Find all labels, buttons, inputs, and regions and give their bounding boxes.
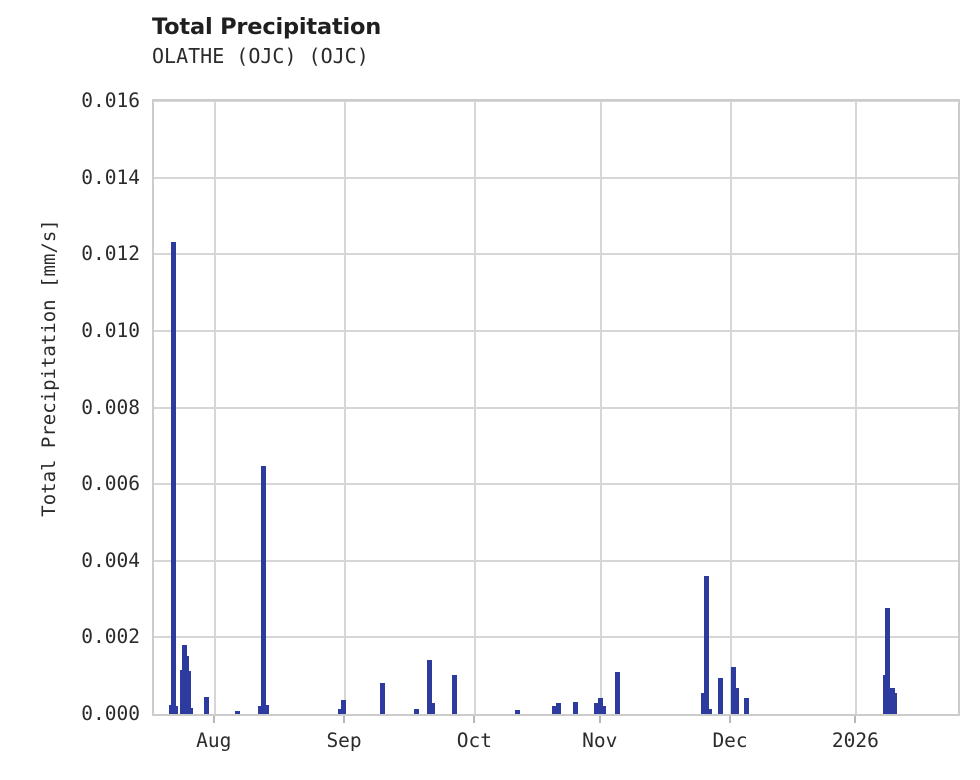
precipitation-bar	[556, 703, 561, 714]
y-axis-tick-label: 0.016	[81, 89, 140, 112]
y-axis-tick-label: 0.010	[81, 318, 140, 342]
gridline-horizontal	[154, 101, 958, 102]
y-axis-tick-labels: 0.016 0.014 0.012 0.010 0.008 0.006 0.004 0.002…	[12, 0, 165, 780]
x-axis-tick-mark	[854, 716, 857, 723]
precipitation-bar	[427, 659, 432, 714]
gridline-horizontal	[154, 636, 958, 639]
precipitation-bar	[598, 697, 603, 714]
chart-title: Total Precipitation	[152, 14, 382, 40]
precipitation-bar	[594, 702, 599, 714]
precipitation-bar	[701, 693, 706, 714]
gridline-horizontal	[154, 559, 958, 562]
y-axis-tick-label: 0.002	[81, 625, 140, 649]
precipitation-bar	[731, 667, 736, 714]
x-axis-tick-mark	[212, 716, 215, 723]
gridline-horizontal	[154, 329, 958, 332]
precipitation-bar	[235, 711, 240, 714]
x-axis-tick-mark	[473, 716, 476, 723]
precipitation-bar	[188, 707, 193, 714]
precipitation-bar	[704, 576, 709, 714]
precipitation-bar	[341, 699, 346, 714]
title-block: Total Precipitation OLATHE (OJC) (OJC)	[152, 14, 852, 69]
y-axis-tick-label: 0.000	[81, 702, 140, 725]
x-axis-tick-label: Sep	[326, 729, 362, 752]
precipitation-bar	[258, 705, 263, 714]
precipitation-bar	[452, 675, 457, 714]
gridline-vertical	[474, 101, 476, 714]
precipitation-bar	[718, 678, 723, 714]
gridline-vertical	[344, 101, 346, 714]
precipitation-bar	[204, 697, 209, 714]
gridline-vertical	[214, 101, 216, 714]
x-axis-tick-label: Dec	[712, 729, 748, 752]
precipitation-bar	[430, 703, 435, 714]
y-axis-tick-label: 0.006	[81, 472, 140, 496]
gridline-vertical	[600, 101, 602, 714]
x-axis-tick-label: Nov	[582, 729, 618, 752]
y-axis-tick-label: 0.014	[81, 165, 140, 189]
x-axis-tick-mark	[343, 716, 346, 723]
gridline-vertical	[730, 101, 732, 714]
x-axis-tick-label: Aug	[196, 729, 232, 752]
precipitation-bar	[173, 705, 178, 714]
precipitation-bar	[885, 607, 890, 714]
precipitation-bar	[186, 671, 191, 714]
precipitation-bar	[261, 465, 266, 714]
gridline-vertical	[855, 101, 857, 714]
gridline-horizontal	[154, 483, 958, 486]
precipitation-bar	[615, 671, 620, 714]
precipitation-bar	[264, 705, 269, 714]
gridline-horizontal	[154, 253, 958, 256]
y-axis-tick-label: 0.004	[81, 548, 140, 572]
precipitation-bar	[573, 702, 578, 714]
precipitation-bar	[601, 706, 606, 714]
precipitation-bar	[552, 705, 557, 714]
precipitation-bar	[707, 708, 712, 714]
chart-subtitle-station: OLATHE (OJC) (OJC)	[152, 44, 369, 68]
precipitation-bar	[338, 709, 343, 714]
precipitation-bar	[892, 692, 897, 714]
precipitation-bar	[171, 241, 176, 714]
precipitation-bar	[744, 697, 749, 714]
y-axis-tick-label: 0.012	[81, 242, 140, 266]
x-axis-tick-mark	[729, 716, 732, 723]
precipitation-bar	[515, 710, 520, 714]
y-axis-tick-label: 0.008	[81, 395, 140, 419]
precipitation-bar	[380, 682, 385, 714]
x-axis-tick-mark	[598, 716, 601, 723]
plot-area	[152, 99, 960, 716]
gridline-horizontal	[154, 406, 958, 409]
x-axis-tick-label: Oct	[456, 729, 492, 752]
precipitation-bar	[734, 687, 739, 714]
gridline-horizontal	[154, 176, 958, 179]
x-axis-tick-label: 2026	[831, 729, 879, 752]
precipitation-bar	[414, 709, 419, 714]
